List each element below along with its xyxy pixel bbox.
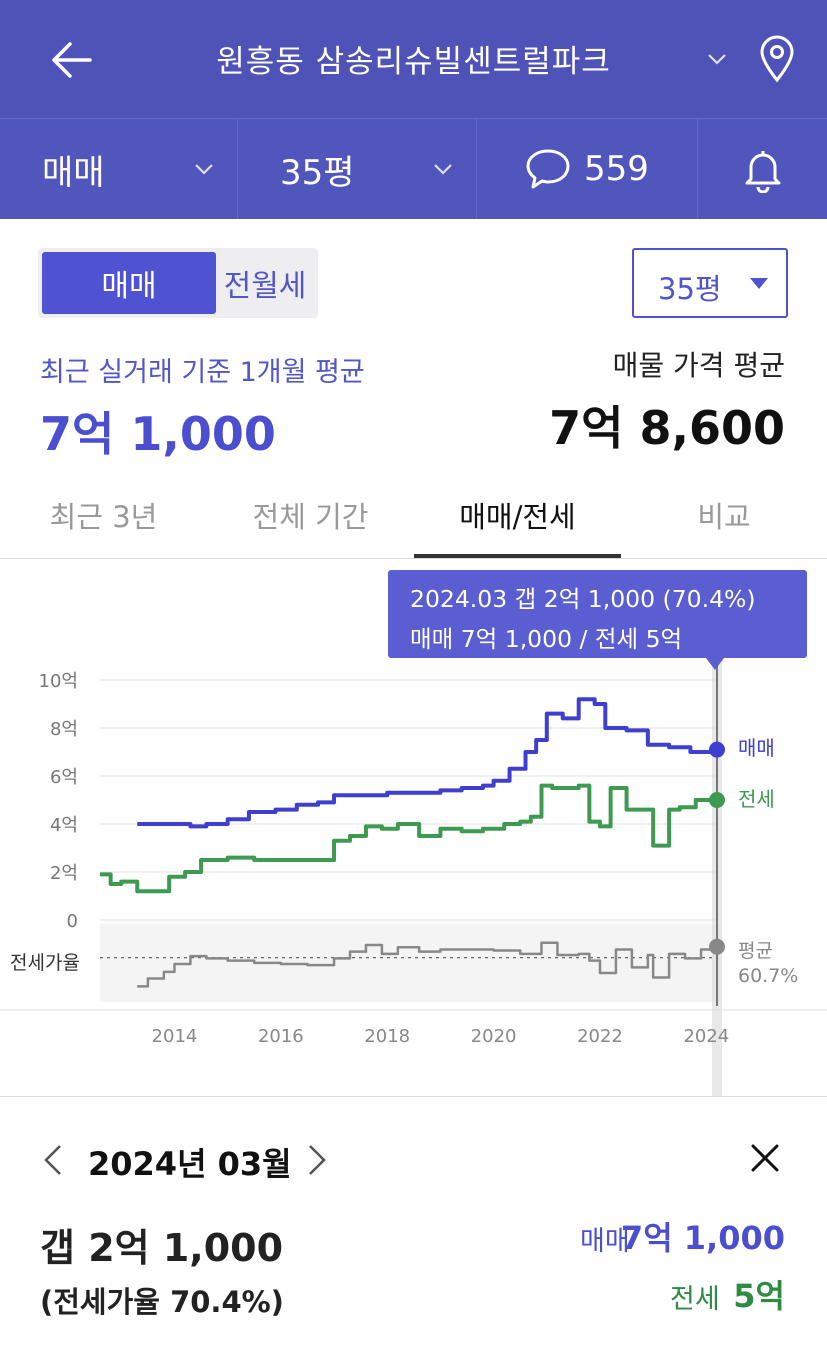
dropdown-triangle-icon — [750, 278, 768, 289]
size-filter[interactable]: 35평 — [280, 119, 460, 219]
series-line-1 — [100, 783, 717, 894]
tab-compare[interactable]: 비교 — [697, 500, 751, 534]
detail-date: 2024년 03월 — [88, 1145, 292, 1183]
chart-tooltip: 2024.03 갭 2억 1,000 (70.4%) 매매 7억 1,000 /… — [388, 570, 807, 670]
ratio-average-value: 60.7% — [738, 965, 798, 987]
comments-button[interactable]: 559 — [524, 119, 684, 219]
jeonse-label: 전세 — [670, 1284, 720, 1315]
jeonse-ratio: (전세가율 70.4%) — [40, 1285, 284, 1319]
gap-amount: 갭 2억 1,000 — [40, 1226, 284, 1270]
jeonse-value: 5억 — [733, 1277, 785, 1315]
tooltip-price-line: 매매 7억 1,000 / 전세 5억 — [410, 625, 683, 653]
active-tab-indicator — [414, 554, 621, 558]
x-tick-label: 2022 — [577, 1026, 623, 1047]
legend-sale: 매매 — [738, 736, 775, 760]
complex-title[interactable]: 원흥동 삼송리슈빌센트럴파크 — [216, 44, 611, 80]
top-header: 원흥동 삼송리슈빌센트럴파크 — [0, 0, 827, 118]
trade-type-label: 매매 — [42, 152, 105, 193]
ratio-band — [100, 924, 720, 1002]
chart-grid — [100, 679, 717, 921]
close-icon[interactable] — [748, 1141, 782, 1175]
y-tick-label: 4억 — [50, 815, 78, 836]
segment-sale[interactable]: 매매 — [42, 252, 216, 314]
y-tick-label: 6억 — [50, 767, 78, 788]
series-end-point-1 — [709, 792, 725, 808]
trade-type-filter[interactable]: 매매 — [42, 119, 222, 219]
recent-trade-value: 7억 1,000 — [40, 407, 276, 461]
map-pin-icon[interactable] — [757, 34, 797, 84]
chevron-down-icon — [434, 164, 452, 175]
size-filter-label: 35평 — [280, 152, 355, 193]
tab-recent-3y[interactable]: 최근 3년 — [49, 500, 158, 534]
y-tick-label: 8억 — [50, 719, 78, 740]
series-line-0 — [137, 697, 719, 829]
size-select[interactable]: 35평 — [632, 248, 788, 318]
end-markers — [709, 741, 725, 955]
x-tick-label: 2024 — [683, 1026, 729, 1047]
segment-rent[interactable]: 전월세 — [223, 269, 307, 304]
chevron-left-icon[interactable] — [40, 1143, 70, 1177]
period-tabs: 최근 3년 전체 기간 매매/전세 비교 — [0, 480, 827, 559]
x-axis-labels: 2014 2016 2018 2020 2022 2024 — [152, 1026, 730, 1047]
detail-panel: 2024년 03월 갭 2억 1,000 (전세가율 70.4%) 매매 7억 … — [0, 1096, 827, 1348]
trade-segment-control: 매매 전월세 — [38, 248, 318, 318]
chevron-down-icon — [195, 164, 213, 175]
sale-value: 7억 1,000 — [620, 1219, 785, 1257]
x-tick-label: 2014 — [152, 1026, 198, 1047]
series-line-2 — [137, 941, 719, 988]
y-tick-label: 10억 — [39, 671, 78, 692]
listing-price-value: 7억 8,600 — [549, 401, 785, 455]
sale-label: 매매 — [580, 1226, 630, 1257]
chevron-right-icon[interactable] — [302, 1143, 332, 1177]
series-end-point-0 — [709, 741, 725, 758]
y-tick-label: 0 — [67, 911, 78, 932]
x-tick-label: 2016 — [258, 1026, 304, 1047]
tab-sale-jeonse[interactable]: 매매/전세 — [459, 500, 576, 534]
bell-icon[interactable] — [742, 147, 784, 193]
x-tick-label: 2018 — [364, 1026, 410, 1047]
tooltip-arrow — [706, 658, 724, 670]
x-tick-label: 2020 — [471, 1026, 517, 1047]
legend-jeonse: 전세 — [738, 787, 775, 811]
y-axis-labels: 10억 8억 6억 4억 2억 0 — [39, 671, 78, 932]
comment-count: 559 — [584, 149, 649, 189]
y-tick-label: 2억 — [50, 863, 78, 884]
tab-all-period[interactable]: 전체 기간 — [252, 500, 369, 534]
listing-price-label: 매물 가격 평균 — [612, 349, 785, 382]
recent-trade-label: 최근 실거래 기준 1개월 평균 — [40, 357, 365, 388]
tooltip-gap-line: 2024.03 갭 2억 1,000 (70.4%) — [410, 585, 756, 613]
ratio-average-label: 평균 — [738, 940, 773, 962]
filter-bar: 매매 35평 559 — [0, 118, 827, 219]
size-select-label: 35평 — [658, 272, 722, 306]
series-end-point-2 — [709, 938, 725, 955]
speech-bubble-icon — [526, 149, 570, 189]
ratio-axis-label: 전세가율 — [10, 952, 80, 974]
series-lines — [100, 697, 719, 988]
chevron-down-icon[interactable] — [704, 46, 730, 72]
back-arrow-icon[interactable] — [50, 38, 94, 82]
